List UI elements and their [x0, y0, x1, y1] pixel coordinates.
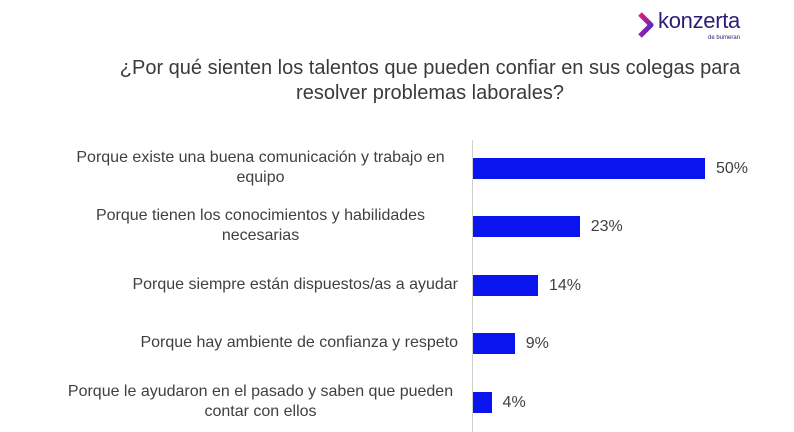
- bar: [473, 215, 580, 237]
- value-label: 50%: [716, 159, 749, 177]
- bar: [473, 274, 538, 296]
- chart-title: ¿Por qué sienten los talentos que pueden…: [119, 57, 741, 104]
- category-label: Porque hay ambiente de confianza y respe…: [140, 334, 458, 351]
- category-label: Porque tienen los conocimientos y habili…: [95, 207, 426, 244]
- value-label: 4%: [502, 393, 526, 411]
- category-row: Porque tienen los conocimientos y habili…: [58, 201, 458, 251]
- category-row: Porque le ayudaron en el pasado y saben …: [58, 377, 458, 427]
- bar: [473, 332, 515, 354]
- logo-sub: de bumeran: [708, 35, 741, 41]
- category-label: Porque le ayudaron en el pasado y saben …: [67, 383, 454, 420]
- category-row: Porque hay ambiente de confianza y respe…: [58, 318, 458, 368]
- axis-line: [472, 140, 473, 432]
- bar: [473, 391, 492, 413]
- bar: [473, 157, 705, 179]
- category-row: Porque existe una buena comunicación y t…: [58, 143, 458, 193]
- logo-icon: [638, 12, 654, 38]
- value-label: 23%: [590, 217, 623, 235]
- value-label: 14%: [548, 276, 581, 294]
- logo: konzerta de bumeran: [638, 8, 758, 44]
- category-row: Porque siempre están dispuestos/as a ayu…: [58, 260, 458, 310]
- category-label: Porque siempre están dispuestos/as a ayu…: [132, 276, 458, 293]
- value-label: 9%: [525, 334, 549, 352]
- category-label: Porque existe una buena comunicación y t…: [76, 149, 445, 186]
- logo-brand: konzerta: [658, 8, 740, 33]
